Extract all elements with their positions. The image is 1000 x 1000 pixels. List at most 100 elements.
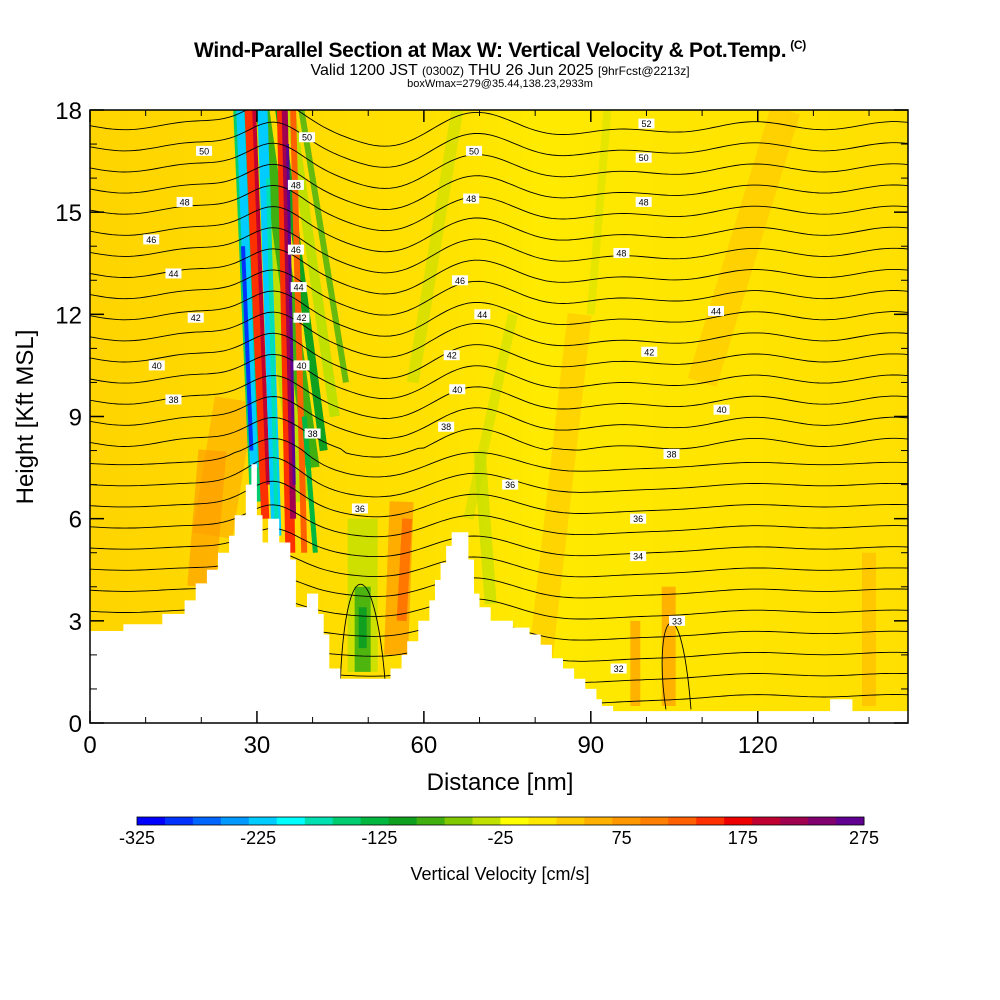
colorbar-swatch — [752, 817, 781, 825]
colorbar-swatch — [444, 817, 474, 825]
contour-label: 48 — [291, 180, 301, 190]
contour-label-bg — [474, 309, 491, 320]
updraft-region — [523, 312, 592, 708]
contour-label-bg — [304, 428, 321, 439]
x-axis-label: Distance [nm] — [427, 769, 574, 796]
colorbar-frame — [136, 816, 865, 826]
pot-temp-contour — [90, 311, 908, 358]
colorbar-tick-label: -225 — [240, 828, 276, 848]
y-tick-label: 9 — [69, 405, 82, 432]
contour-label-bg — [299, 132, 316, 143]
contour-label-bg — [641, 346, 658, 357]
y-tick-label: 15 — [55, 200, 82, 227]
pot-temp-contour — [90, 332, 908, 379]
contour-label: 50 — [639, 153, 649, 163]
contour-label-bg — [165, 394, 182, 405]
contour-label: 46 — [455, 276, 465, 286]
contour-label-bg — [465, 145, 482, 156]
pot-temp-contour-labels: 50 48 46 44 42 40 38 50 48 46 44 42 40 38 36 52 50 50 48 48… — [143, 118, 730, 674]
pot-temp-contour — [90, 457, 908, 498]
contour-label: 46 — [291, 245, 301, 255]
pot-temp-contour — [90, 269, 908, 316]
contour-label-bg — [449, 384, 466, 395]
updraft-region — [862, 552, 877, 706]
contour-label: 44 — [294, 283, 304, 293]
x-tick-label: 30 — [244, 732, 271, 759]
contour-label-bg — [165, 268, 182, 279]
colorbar-swatch — [360, 817, 390, 825]
pot-temp-contour — [90, 290, 908, 337]
contour-label-bg — [176, 196, 193, 207]
pot-temp-contour — [90, 396, 908, 439]
x-tick-label: 90 — [577, 732, 604, 759]
y-tick-label: 12 — [55, 302, 82, 329]
pot-temp-contour — [90, 121, 908, 168]
y-axis-label: Height [Kft MSL] — [12, 330, 39, 505]
contour-label-bg — [143, 234, 160, 245]
chart-title-text: Wind-Parallel Section at Max W: Vertical… — [194, 39, 787, 62]
pot-temp-contour — [90, 438, 908, 478]
contour-label: 42 — [447, 351, 457, 361]
pot-temp-contour — [90, 480, 908, 518]
pot-temp-contour — [90, 417, 908, 458]
downdraft-region — [586, 110, 612, 315]
colorbar-swatch — [388, 817, 418, 825]
colorbar-swatch — [724, 817, 753, 825]
contour-label-bg — [635, 152, 652, 163]
contour-label-bg — [630, 513, 647, 524]
pot-temp-contour — [90, 142, 908, 189]
y-tick-label: 6 — [69, 507, 82, 534]
x-tick-label: 0 — [83, 732, 96, 759]
colorbar-swatch — [584, 817, 613, 825]
x-tick-label: 120 — [738, 732, 778, 759]
colorbar-swatch — [304, 817, 334, 825]
terrain — [90, 464, 908, 723]
valid-time-utc: (0300Z) — [421, 64, 464, 78]
colorbar-swatch — [808, 817, 837, 825]
contour-label-bg — [713, 404, 730, 415]
colorbar-swatch — [640, 817, 669, 825]
pot-temp-contour — [339, 584, 386, 679]
contour-label: 38 — [666, 449, 676, 459]
colorbar-swatch — [192, 817, 222, 825]
mountain-wave-band — [244, 110, 270, 519]
contour-label: 44 — [711, 306, 721, 316]
colorbar-swatch — [500, 817, 529, 825]
pot-temp-contour — [90, 375, 908, 419]
contour-label-bg — [293, 312, 310, 323]
plot-area: 50 48 46 44 42 40 38 50 48 46 44 42 40 38 36 52 50 50 48 48… — [90, 110, 908, 723]
box-wmax-info: boxWmax=279@35.44,138.23,2933m — [407, 78, 593, 90]
chart-title: Wind-Parallel Section at Max W: Vertical… — [0, 38, 1000, 63]
colorbar-tick-label: 275 — [849, 828, 879, 848]
y-tick-label: 18 — [55, 98, 82, 125]
downdraft-region — [358, 607, 367, 649]
contour-label-bg — [351, 503, 368, 514]
contour-label: 36 — [505, 480, 515, 490]
colorbar-swatch — [612, 817, 641, 825]
updraft-region — [187, 449, 227, 588]
downdraft-region — [463, 313, 518, 520]
colorbar-tick-label: -125 — [361, 828, 397, 848]
contour-label: 44 — [477, 310, 487, 320]
contour-label-bg — [438, 421, 455, 432]
colorbar-swatch — [780, 817, 809, 825]
colorbar-swatch — [696, 817, 725, 825]
contour-label: 42 — [296, 313, 306, 323]
contour-label-bg — [287, 179, 304, 190]
contour-label: 40 — [452, 385, 462, 395]
updraft-region — [396, 518, 413, 622]
colorbar-swatch — [836, 817, 865, 825]
contour-label: 34 — [633, 552, 643, 562]
colorbar-swatch — [220, 817, 250, 825]
colorbar-swatch — [332, 817, 362, 825]
velocity-field-features — [187, 110, 877, 708]
colorbar: -325 -225 -125 -25 75 175 275 — [119, 816, 879, 848]
contour-label-bg — [708, 305, 725, 316]
contour-label: 48 — [180, 197, 190, 207]
mountain-wave-band — [298, 110, 349, 383]
copyright-mark: (C) — [790, 38, 806, 52]
contour-label-bg — [669, 615, 686, 626]
contour-label-bg — [638, 118, 655, 129]
